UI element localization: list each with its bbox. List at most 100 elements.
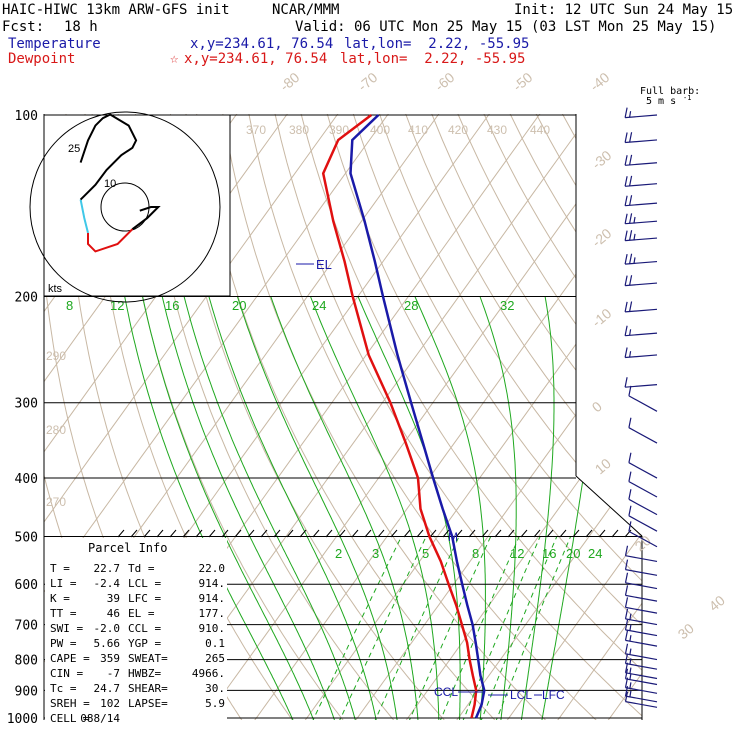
hatch-mark: [286, 529, 294, 538]
parcel-cell: HWBZ=: [128, 667, 161, 680]
wind-barb: [624, 559, 658, 576]
parcel-cell: TT =: [50, 607, 77, 620]
sounding-profiles: [321, 114, 486, 719]
pressure-label: 300: [15, 397, 38, 412]
barb-staff: [628, 395, 658, 412]
dry-adiabat-line: [522, 114, 642, 720]
hatch-mark: [624, 529, 632, 538]
mixing-ratio-label: 5: [422, 546, 429, 561]
hodo-ring-label: 10: [104, 178, 116, 190]
wind-barb: [624, 685, 658, 703]
barb-flag: [624, 685, 629, 697]
wind-barb: [624, 107, 658, 119]
parcel-cell: -7: [107, 667, 120, 680]
parcel-cell: 0.1: [205, 637, 225, 650]
wind-barb: [624, 643, 658, 661]
wind-barb: [624, 572, 658, 590]
barb-key-line1: Full barb:: [640, 86, 700, 97]
parcel-cell: 5.66: [94, 637, 121, 650]
dry-adiabat-line: [319, 114, 642, 720]
wind-barb: [624, 253, 658, 265]
hatch-mark: [273, 529, 281, 538]
barb-key-line2: 5 m s: [646, 96, 676, 107]
barb-staff: [625, 639, 658, 647]
hatch-mark: [429, 529, 437, 538]
wind-barb: [624, 630, 658, 647]
hatch-mark: [299, 529, 307, 538]
parcel-cell: 910.: [199, 622, 226, 635]
hatch-mark: [325, 529, 333, 538]
dry-adiabat-line: [269, 114, 642, 720]
pressure-label: 100: [15, 109, 38, 124]
barb-flag: [624, 213, 628, 224]
mixing-ratio-label: 20: [232, 298, 246, 313]
parcel-cell: 39: [107, 592, 120, 605]
mixing-ratio-label: 24: [588, 546, 602, 561]
barb-flag: [624, 668, 629, 679]
barb-staff: [625, 569, 658, 576]
barb-flag: [628, 505, 632, 516]
mixing-ratio-label: 16: [165, 298, 179, 313]
hatch-mark: [117, 529, 125, 538]
wind-barb: [628, 489, 658, 516]
wind-barb: [624, 275, 658, 287]
barb-staff: [625, 582, 658, 590]
hatch-mark: [208, 529, 216, 538]
hatch-mark: [156, 529, 164, 538]
wind-barb: [624, 608, 658, 626]
hodo-units: kts: [48, 283, 63, 295]
barb-staff: [625, 354, 658, 359]
parcel-cell: K =: [50, 592, 70, 605]
pressure-label: 900: [15, 684, 38, 699]
barb-staff: [625, 695, 658, 703]
barb-half-flag: [629, 635, 632, 642]
moist-adiabat-lines: [124, 296, 602, 720]
parcel-cell: 22.0: [199, 562, 226, 575]
barb-half-flag: [629, 613, 632, 620]
parcel-cell: Tc =: [50, 682, 77, 695]
mixing-ratio-line: [476, 536, 558, 720]
dry-adiabat-line: [599, 114, 642, 720]
barb-flag: [628, 521, 632, 532]
moist-adiabat-line: [414, 296, 486, 720]
barb-flag: [624, 107, 628, 118]
parcel-cell: LAPSE=: [128, 697, 168, 710]
theta-label: 280: [46, 423, 66, 437]
lfc-label: LFC: [542, 688, 565, 702]
barb-staff: [628, 427, 658, 444]
barb-flag: [624, 630, 629, 641]
barb-half-flag: [629, 624, 632, 631]
hatch-mark: [507, 529, 515, 538]
init-time: Init: 12 UTC Sun 24 May 15: [514, 2, 734, 18]
barb-staff: [625, 202, 658, 207]
mixing-ratio-label: 8: [66, 298, 73, 313]
theta-label: 430: [487, 123, 507, 137]
isotherm-line: [196, 114, 642, 720]
dewpoint-xy: x,y=234.61, 76.54: [184, 51, 328, 67]
parcel-title: Parcel Info: [88, 541, 167, 555]
barb-flag: [624, 691, 629, 702]
mixing-ratio-label: 28: [404, 298, 418, 313]
barb-flag: [624, 176, 628, 187]
mixing-ratio-label: 16: [542, 546, 556, 561]
theta-label: 290: [46, 349, 66, 363]
dewpoint-latlon: lat,lon= 2.22, -55.95: [340, 51, 526, 67]
star-icon: ☆: [170, 51, 179, 67]
hatch-mark: [533, 529, 541, 538]
mixing-ratio-line: [334, 536, 427, 720]
parcel-cell: YGP =: [128, 637, 161, 650]
barb-staff: [625, 282, 658, 287]
dewpoint-profile: [321, 114, 478, 719]
isotherm-label: -70: [355, 69, 381, 94]
barb-staff: [625, 687, 658, 694]
parcel-cell: CCL =: [128, 622, 161, 635]
hatch-mark: [546, 529, 554, 538]
barb-half-flag: [629, 111, 632, 118]
parcel-cell: 4966.: [192, 667, 225, 680]
hatch-mark: [221, 529, 229, 538]
wind-barb: [624, 347, 658, 359]
pressure-label: 200: [15, 291, 38, 306]
moist-adiabat-line: [479, 296, 517, 720]
